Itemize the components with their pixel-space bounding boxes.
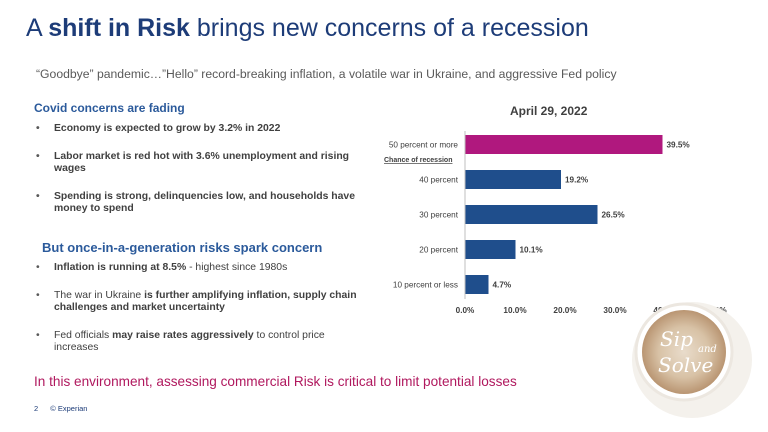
x-tick-label: 10.0% (503, 306, 527, 315)
data-label: 26.5% (602, 211, 626, 220)
bullet-item: Economy is expected to grow by 3.2% in 2… (35, 123, 365, 136)
bullet-rest: - highest since 1980s (186, 262, 288, 273)
category-label: 40 percent (419, 176, 458, 185)
slide-title: A shift in Risk brings new concerns of a… (26, 14, 589, 43)
badge-and: and (698, 344, 717, 355)
bar (465, 135, 663, 154)
category-label: 10 percent or less (393, 281, 458, 290)
coffee-surface (642, 310, 726, 394)
bar (465, 205, 598, 224)
bullet-item: Inflation is running at 8.5% - highest s… (35, 262, 365, 275)
title-emphasis: shift in Risk (48, 14, 190, 42)
badge-solve: Solve (658, 353, 713, 377)
category-note: Chance of recession (384, 157, 452, 164)
data-label: 4.7% (493, 281, 512, 290)
bullet-rest: to control price increases (54, 329, 325, 354)
x-tick-label: 0.0% (456, 306, 475, 315)
slide-subtitle: “Goodbye” pandemic…”Hello” record-breaki… (36, 67, 617, 81)
title-rest: brings new concerns of a recession (189, 14, 589, 42)
bullet-strong: Inflation is running at 8.5% (54, 262, 187, 273)
bullet-item: The war in Ukraine is further amplifying… (35, 290, 365, 315)
recession-bar-chart: 50 percent or more 39.5% 40 percent 19.2% 30… (384, 131, 727, 315)
covid-bullet-list: Economy is expected to grow by 3.2% in 2… (35, 123, 365, 231)
category-label: 50 percent or more (389, 141, 459, 150)
section-heading-covid: Covid concerns are fading (34, 101, 185, 115)
bullet-strong: may raise rates aggressively (112, 329, 254, 341)
bullet-item: Labor market is red hot with 3.6% unempl… (35, 151, 365, 176)
title-lead: A (26, 14, 49, 42)
x-tick-label: 20.0% (553, 306, 577, 315)
bullet-item: Fed officials may raise rates aggressive… (35, 330, 365, 355)
bullet-strong: is further amplifying inflation, supply … (54, 289, 357, 314)
data-label: 10.1% (520, 246, 544, 255)
bar (465, 170, 561, 189)
footer: 2 © Experian (34, 404, 97, 413)
data-label: 39.5% (667, 141, 691, 150)
bullet-item: Spending is strong, delinquencies low, a… (35, 191, 365, 216)
bottom-message: In this environment, assessing commercia… (34, 374, 517, 389)
category-label: 20 percent (419, 246, 458, 255)
sip-and-solve-mug-image: Sip and Solve (632, 302, 752, 418)
badge-sip: Sip (660, 327, 693, 351)
category-label: 30 percent (419, 211, 458, 220)
data-label: 19.2% (565, 176, 589, 185)
risk-bullet-list: Inflation is running at 8.5% - highest s… (35, 262, 365, 370)
copyright: © Experian (50, 404, 88, 413)
page-number: 2 (34, 404, 39, 413)
chart-title: April 29, 2022 (510, 104, 588, 118)
section-heading-risks: But once-in-a-generation risks spark con… (42, 240, 323, 255)
x-tick-label: 30.0% (603, 306, 627, 315)
bar (465, 275, 489, 294)
bar (465, 240, 516, 259)
bullet-pre: Fed officials (54, 329, 113, 341)
bullet-pre: The war in Ukraine (54, 289, 145, 301)
